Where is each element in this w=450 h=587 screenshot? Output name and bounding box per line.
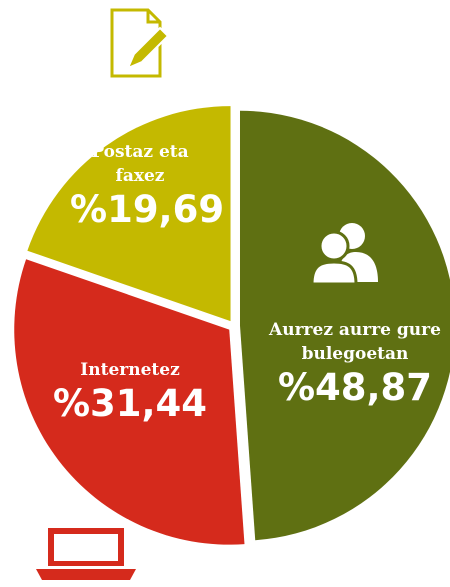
value-label: %31,44 xyxy=(52,382,208,425)
slice-label: Postaz eta faxez %19,69 xyxy=(70,140,225,232)
person-head xyxy=(318,230,350,262)
laptop-icon xyxy=(36,528,136,580)
people-icon xyxy=(310,223,378,286)
pie-slice xyxy=(27,106,231,322)
value-label: %48,87 xyxy=(277,366,433,409)
slice-label: Internetez %31,44 xyxy=(40,358,220,426)
slice-label: Aurrez aurre gure bulegoetan %48,87 xyxy=(255,318,450,410)
pie-slice xyxy=(14,259,245,545)
pie-slice xyxy=(239,110,450,541)
category-name: Internetez xyxy=(80,360,180,380)
person-body xyxy=(310,260,358,286)
document-icon xyxy=(110,8,170,78)
value-label: %19,69 xyxy=(70,188,225,231)
category-name: Postaz eta faxez xyxy=(91,142,189,186)
category-name: Aurrez aurre gure bulegoetan xyxy=(269,320,441,364)
